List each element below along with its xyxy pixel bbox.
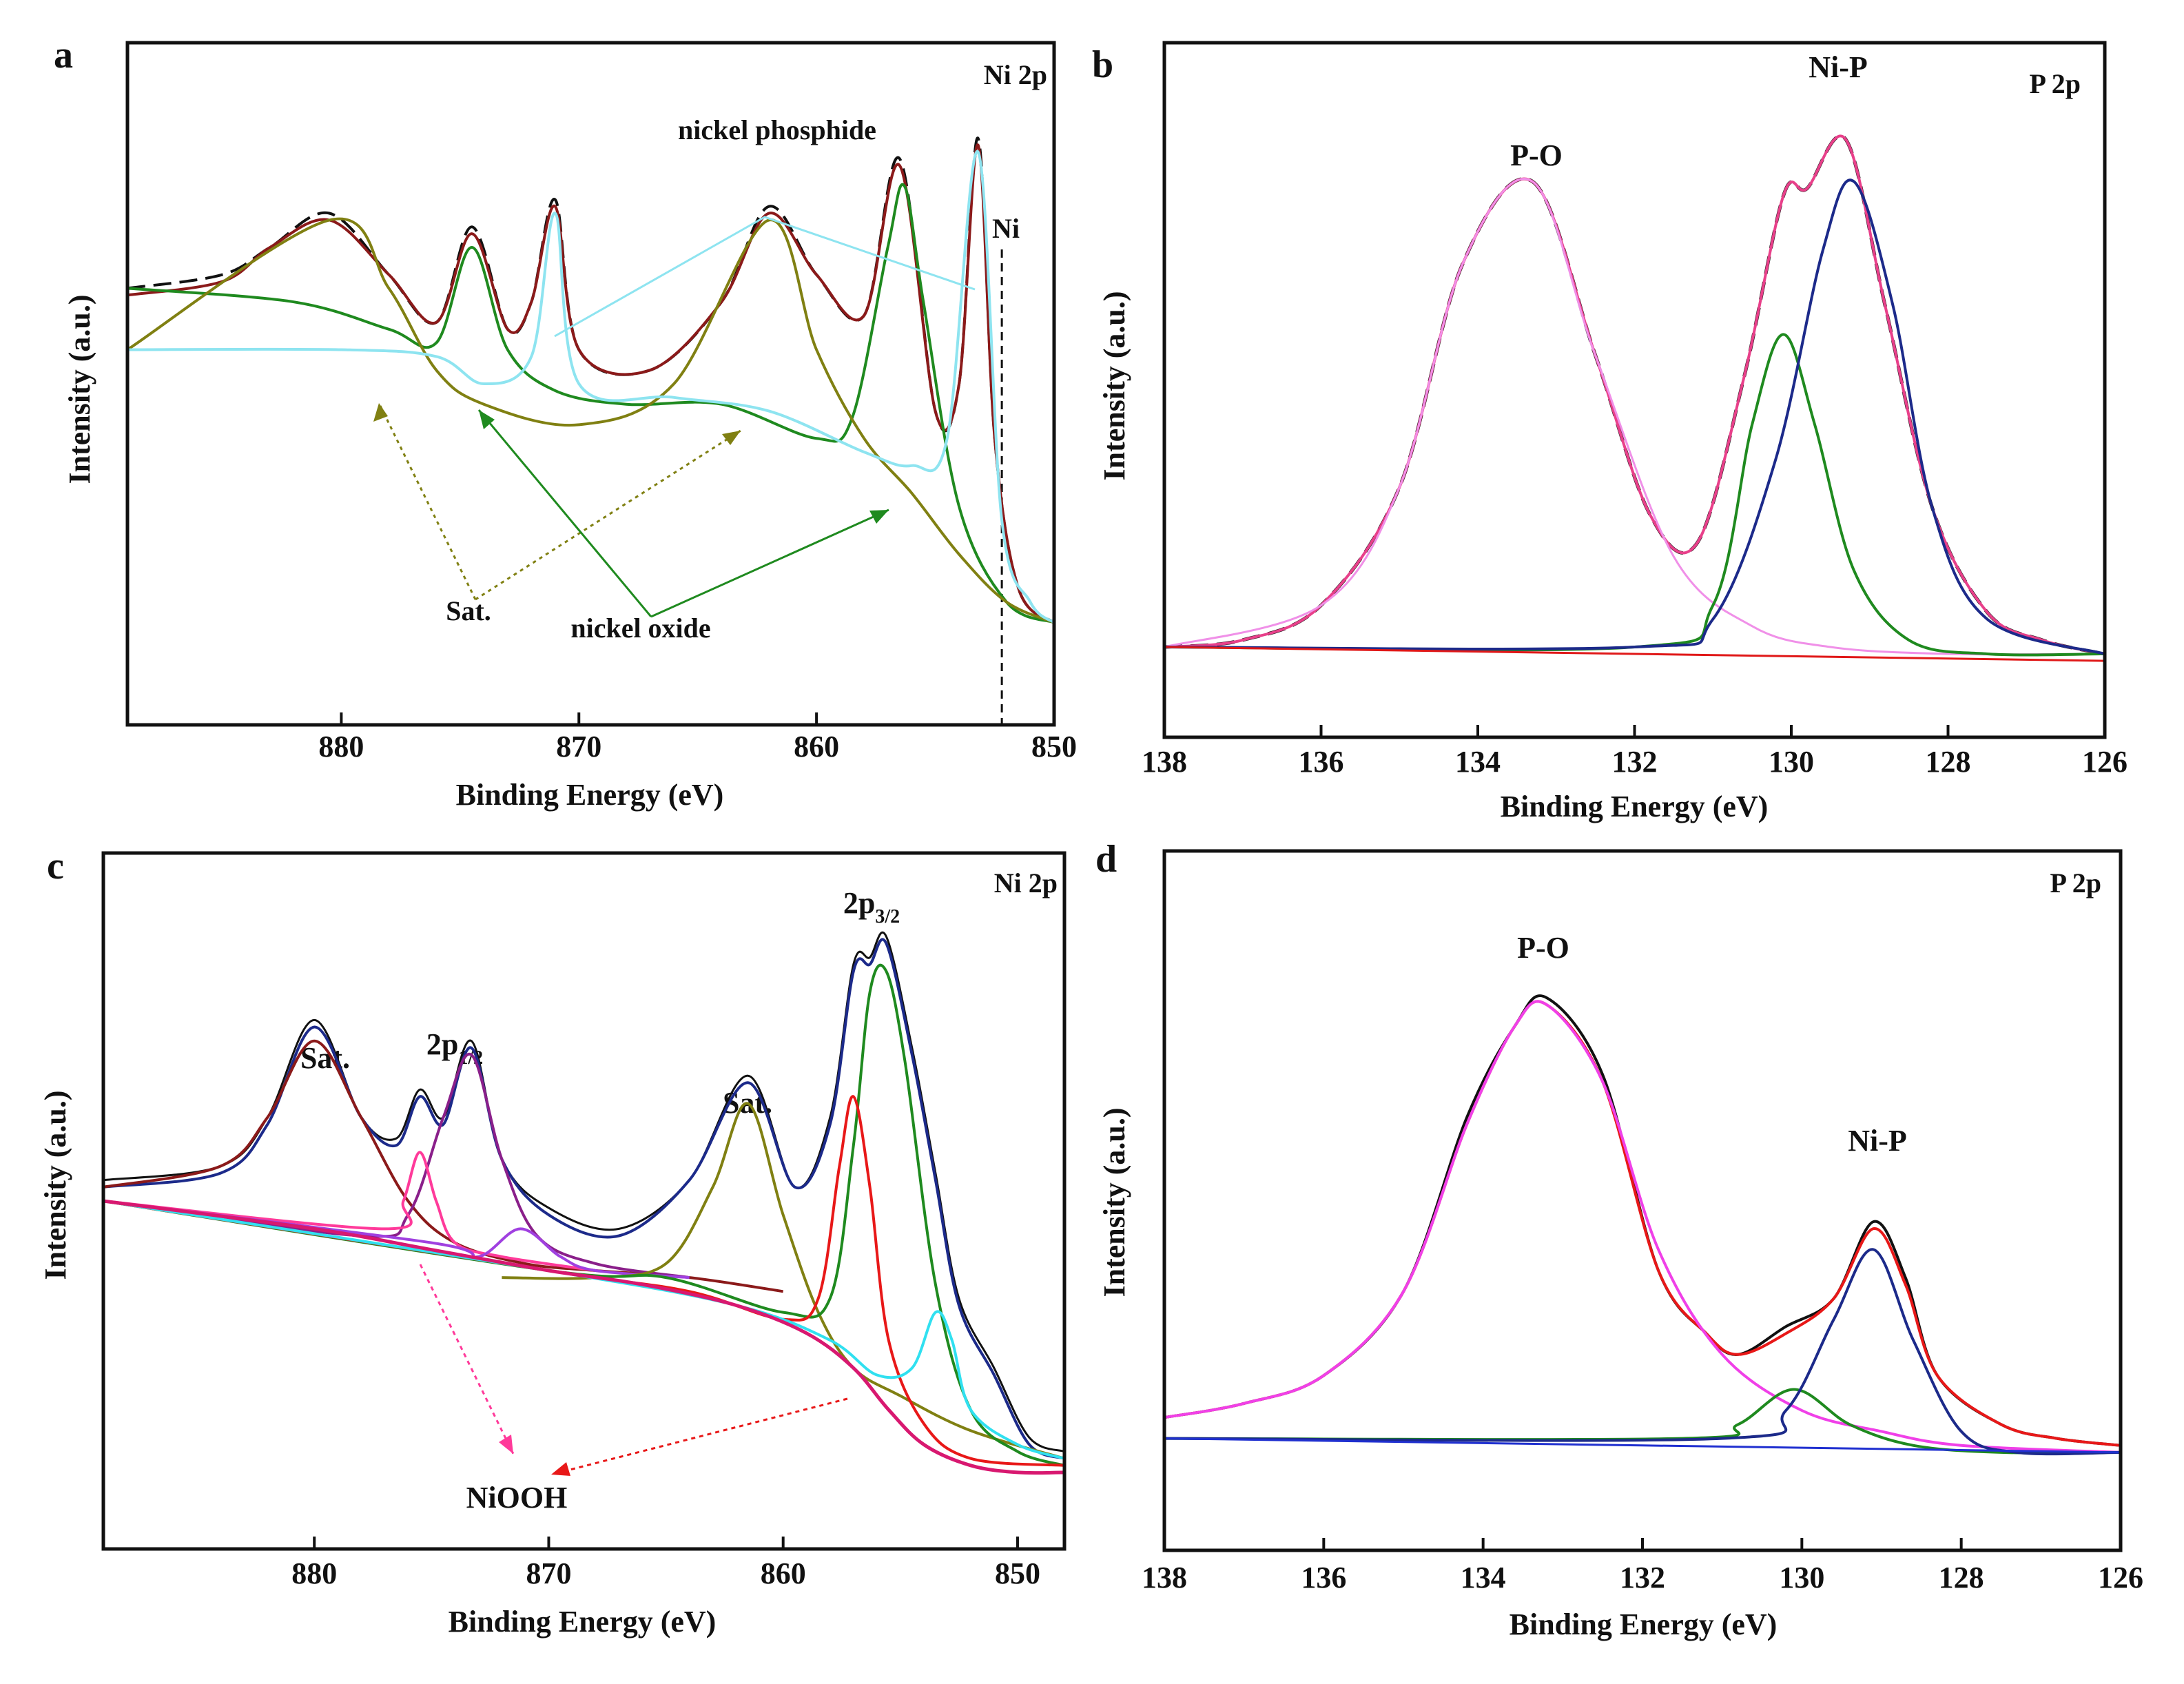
- series-b-P-O-component: [1164, 178, 2105, 656]
- y-axis-label-c: Intensity (a.u.): [39, 1090, 72, 1280]
- series-b-background: [1164, 646, 2105, 662]
- panel-label-d: d: [1095, 838, 1117, 881]
- x-tick-label-c-860: 860: [761, 1557, 806, 1590]
- oxide-arrowhead-2: [869, 510, 889, 524]
- region-label-d: P 2p: [2050, 867, 2101, 899]
- series-layer-c: [103, 931, 1065, 1475]
- x-tick-label-c-850: 850: [995, 1557, 1040, 1590]
- series-a-nickel-phosphide-fit: [127, 150, 1055, 624]
- series-a-nickel-oxide-fit: [127, 183, 1055, 624]
- x-tick-label-d-138: 138: [1142, 1561, 1187, 1594]
- panel-b: b P 2p P-O Ni-P Intensity (a.u.) Binding…: [1092, 41, 2128, 823]
- series-c-background: [103, 1199, 1065, 1475]
- plot-frame-d: [1162, 849, 2123, 1552]
- series-b-Ni-P-2p3/2: [1164, 178, 2105, 655]
- region-label-a: Ni 2p: [984, 59, 1047, 90]
- annotation-sat-a: Sat.: [446, 595, 491, 626]
- series-c-NiOOH-1: [103, 1151, 596, 1272]
- panel-d: d P 2p P-O Ni-P Intensity (a.u.) Binding…: [1095, 838, 2143, 1641]
- x-tick-label-d-134: 134: [1461, 1561, 1506, 1594]
- annotation-arrows-c: [419, 1264, 848, 1476]
- annotation-arrows-a: [373, 216, 976, 618]
- x-tick-label-a-850: 850: [1031, 730, 1077, 763]
- sat-arrow-1: [378, 402, 477, 600]
- series-a-satellite-fit: [126, 217, 1055, 624]
- ticks-layer-c: 880 870 860 850: [291, 1537, 1040, 1590]
- oxide-arrow-1: [477, 409, 652, 617]
- series-layer-b: [1164, 134, 2105, 662]
- series-d-background: [1164, 1437, 2121, 1454]
- x-tick-label-d-126: 126: [2098, 1561, 2143, 1594]
- x-tick-label-b-128: 128: [1926, 745, 1971, 779]
- sat-arrowhead-1: [373, 403, 388, 422]
- annotation-2p32: 2p3/2: [843, 886, 900, 927]
- x-axis-label-c: Binding Energy (eV): [449, 1605, 717, 1639]
- x-tick-label-d-130: 130: [1779, 1561, 1824, 1594]
- annotation-ni: Ni: [992, 213, 1020, 244]
- y-axis-label-d: Intensity (a.u.): [1098, 1107, 1131, 1297]
- x-tick-label-d-136: 136: [1301, 1561, 1346, 1594]
- niooh-arrow-2: [550, 1397, 848, 1476]
- annotation-nickel-oxide: nickel oxide: [570, 613, 710, 644]
- plot-frame-c: [101, 851, 1067, 1551]
- niooh-arrowhead-1: [499, 1435, 513, 1454]
- niooh-arrowhead-2: [551, 1462, 570, 1476]
- x-tick-label-d-128: 128: [1939, 1561, 1984, 1594]
- series-d-Ni-P-2p3/2: [1164, 1248, 2121, 1456]
- x-tick-label-a-860: 860: [794, 730, 839, 763]
- panel-label-a: a: [54, 34, 73, 76]
- series-d-P-O-component: [1164, 1000, 2121, 1454]
- phosphide-connector: [554, 216, 976, 338]
- annotation-niooh: NiOOH: [466, 1481, 568, 1514]
- annotation-ni-p-b: Ni-P: [1809, 50, 1868, 84]
- ticks-layer-a: 880 870 860 850: [318, 712, 1077, 763]
- panel-label-b: b: [1092, 43, 1113, 86]
- panel-label-c: c: [47, 845, 64, 887]
- x-tick-label-a-880: 880: [318, 730, 364, 763]
- x-tick-label-d-132: 132: [1620, 1561, 1665, 1594]
- x-tick-label-a-870: 870: [556, 730, 601, 763]
- x-tick-label-b-126: 126: [2082, 745, 2128, 779]
- annotation-p-o-b: P-O: [1510, 138, 1563, 172]
- y-axis-label-b: Intensity (a.u.): [1098, 291, 1131, 480]
- niooh-arrow-1: [419, 1264, 515, 1455]
- panel-c: c Ni 2p Sat. 2p1/2 Sat. 2p3/2 NiOOH Inte…: [39, 845, 1067, 1639]
- x-tick-label-c-880: 880: [291, 1557, 337, 1590]
- series-layer-d: [1164, 994, 2121, 1456]
- panel-a: a Ni 2p nickel phosphide Ni Sat. nickel …: [54, 34, 1077, 812]
- x-tick-label-b-134: 134: [1455, 745, 1501, 779]
- oxide-arrow-2: [650, 509, 889, 618]
- region-label-b: P 2p: [2030, 68, 2081, 99]
- series-c-sat-2: [502, 1102, 1065, 1460]
- annotation-p-o-d: P-O: [1517, 931, 1569, 965]
- y-axis-label-a: Intensity (a.u.): [63, 294, 96, 484]
- x-tick-label-b-132: 132: [1612, 745, 1658, 779]
- plot-frame-a: [125, 41, 1056, 727]
- plot-frame-b: [1162, 41, 2107, 739]
- annotation-ni-p-d: Ni-P: [1848, 1124, 1907, 1158]
- x-tick-label-c-870: 870: [526, 1557, 571, 1590]
- x-tick-label-b-138: 138: [1142, 745, 1187, 779]
- x-axis-label-a: Binding Energy (eV): [456, 778, 724, 812]
- series-layer-a: [126, 136, 1055, 725]
- ticks-layer-b: 138 136 134 132 130 128 126: [1142, 725, 2128, 779]
- region-label-c: Ni 2p: [994, 867, 1058, 899]
- x-tick-label-b-136: 136: [1299, 745, 1344, 779]
- x-axis-label-b: Binding Energy (eV): [1501, 790, 1769, 823]
- oxide-arrowhead-1: [479, 410, 495, 429]
- x-tick-label-b-130: 130: [1769, 745, 1814, 779]
- x-axis-label-d: Binding Energy (eV): [1510, 1608, 1778, 1641]
- sat-arrowhead-2: [722, 431, 741, 445]
- annotation-nickel-phosphide: nickel phosphide: [678, 114, 876, 145]
